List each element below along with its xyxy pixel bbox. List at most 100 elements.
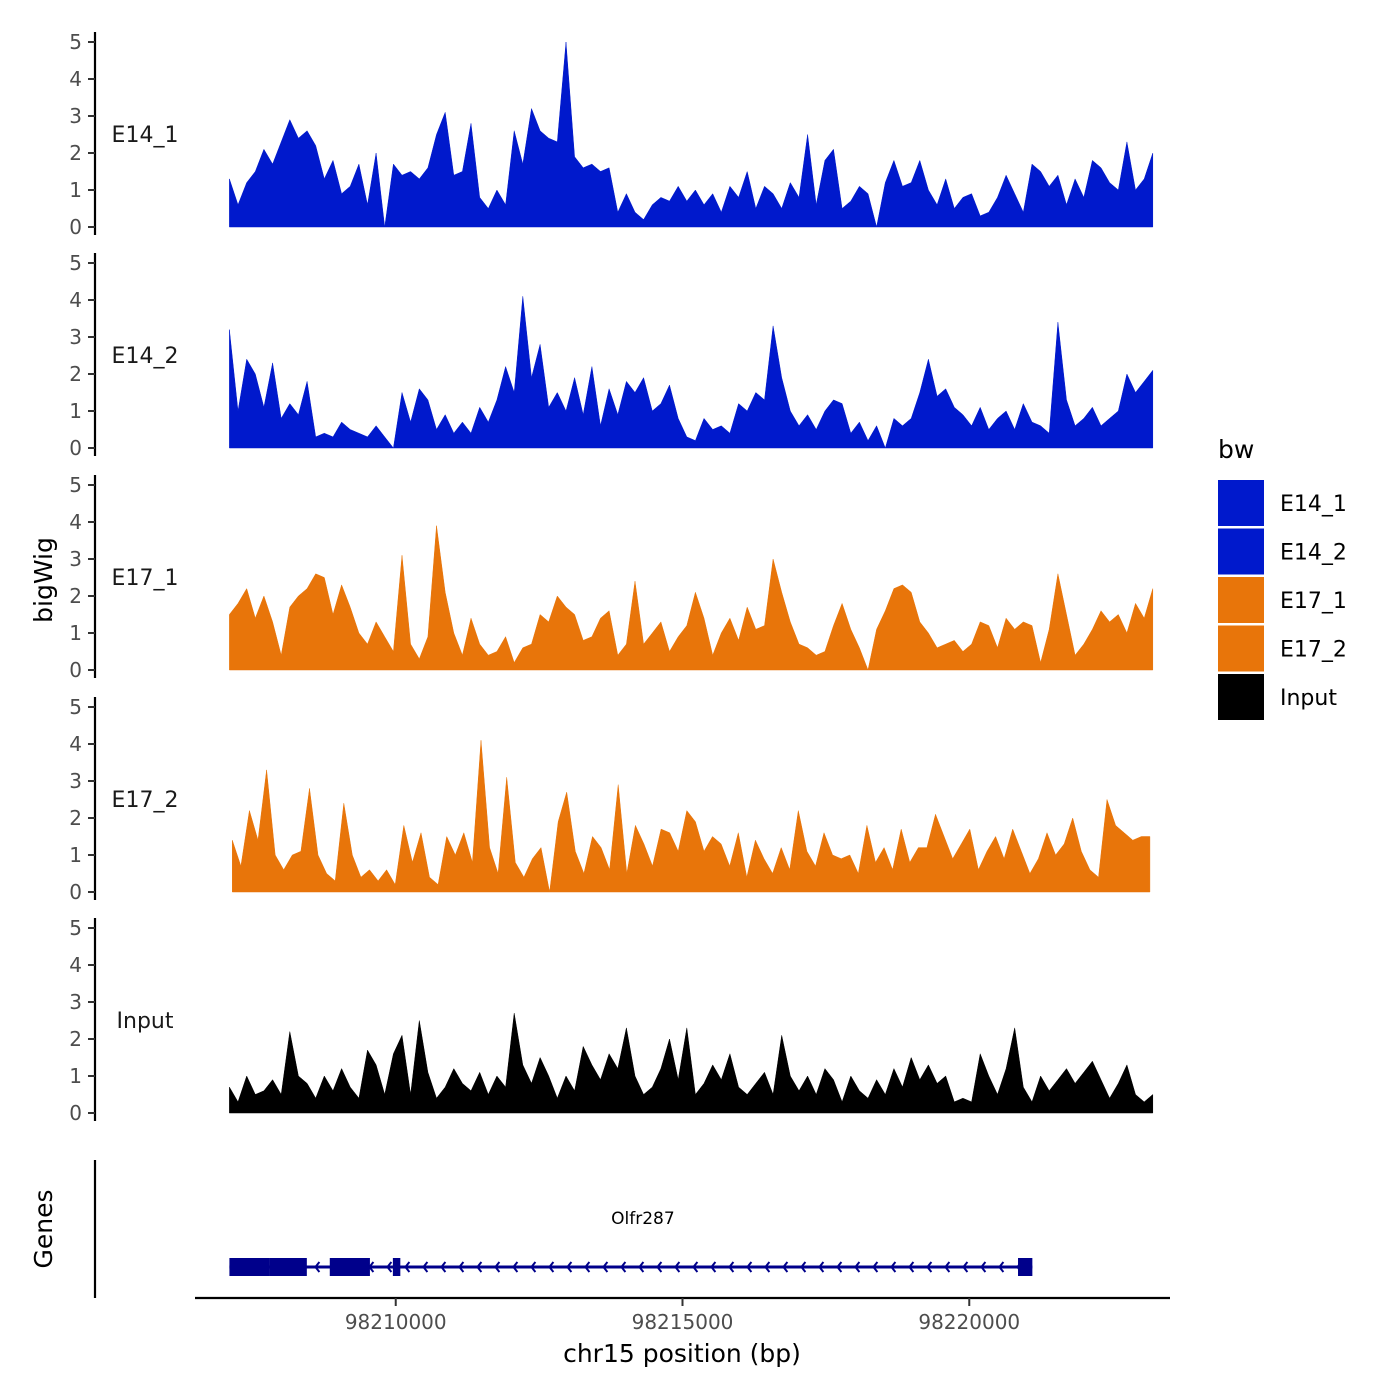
track-area <box>232 740 1151 893</box>
legend-entry: E17_1 <box>1218 577 1347 623</box>
track-panel-e17-2: 0 1 2 3 4 5 E17_2 <box>69 695 1151 904</box>
y-tick-label: 3 <box>69 990 82 1014</box>
y-tick-label: 3 <box>69 104 82 128</box>
genes-axis-title: Genes <box>29 1189 58 1268</box>
strand-arrow <box>692 1261 699 1273</box>
track-label: E14_2 <box>112 344 179 369</box>
strand-arrow <box>314 1261 321 1273</box>
legend-swatch <box>1218 577 1264 623</box>
track-area <box>229 41 1154 228</box>
x-ticks: 98210000 98215000 98220000 <box>345 1298 1020 1334</box>
y-tick-label: 0 <box>69 880 82 904</box>
gene-name-label: Olfr287 <box>611 1209 675 1229</box>
legend-entry: E14_2 <box>1218 528 1347 575</box>
track-panel-e14-1: 0 1 2 3 4 5 E14_1 <box>69 30 1154 239</box>
strand-arrow <box>980 1261 987 1273</box>
track-label: Input <box>117 1009 174 1034</box>
y-tick-label: 1 <box>69 843 82 867</box>
strand-arrow <box>836 1261 843 1273</box>
track-panel-e14-2: 0 1 2 3 4 5 E14_2 <box>69 251 1154 460</box>
strand-arrow <box>404 1261 411 1273</box>
y-tick-label: 5 <box>69 30 82 54</box>
track-label: E14_1 <box>112 123 179 148</box>
y-tick-label: 0 <box>69 658 82 682</box>
gene-exon <box>229 1258 270 1276</box>
strand-arrow <box>944 1261 951 1273</box>
strand-arrow <box>602 1261 609 1273</box>
strand-arrow <box>584 1261 591 1273</box>
y-tick-label: 1 <box>69 178 82 202</box>
strand-arrow <box>782 1261 789 1273</box>
y-tick-label: 4 <box>69 953 82 977</box>
strand-arrow <box>530 1261 537 1273</box>
y-tick-label: 5 <box>69 916 82 940</box>
strand-arrow <box>800 1261 807 1273</box>
y-tick-label: 3 <box>69 769 82 793</box>
strand-arrow <box>548 1261 555 1273</box>
gene-model: Olfr287 <box>229 1209 1033 1276</box>
strand-arrow <box>476 1261 483 1273</box>
y-tick-label: 0 <box>69 215 82 239</box>
strand-arrow <box>566 1261 573 1273</box>
legend-entries: E14_1 E14_2 E17_1 E17_2 Input <box>1218 480 1347 720</box>
strand-arrow <box>962 1261 969 1273</box>
y-tick-label: 4 <box>69 510 82 534</box>
y-tick-label: 3 <box>69 325 82 349</box>
strand-arrow <box>998 1261 1005 1273</box>
legend-entry: E17_2 <box>1218 625 1347 672</box>
legend-swatch <box>1218 625 1264 672</box>
track-panel-input: 0 1 2 3 4 5 Input <box>69 916 1154 1125</box>
track-label: E17_1 <box>112 566 179 591</box>
y-tick-label: 2 <box>69 584 82 608</box>
genes-panel: Genes Olfr287 <box>29 1160 1033 1298</box>
y-tick-label: 2 <box>69 141 82 165</box>
y-axis-title: bigWig <box>29 537 58 623</box>
gene-exon <box>1018 1258 1033 1276</box>
legend: bw E14_1 E14_2 E17_1 E17_2 Input <box>1218 435 1347 720</box>
legend-title: bw <box>1218 435 1254 464</box>
strand-arrow <box>440 1261 447 1273</box>
strand-arrow <box>458 1261 465 1273</box>
legend-label: E17_1 <box>1280 589 1347 614</box>
strand-arrow <box>386 1261 393 1273</box>
strand-arrow <box>512 1261 519 1273</box>
x-tick-label: 98210000 <box>345 1310 447 1334</box>
y-tick-label: 5 <box>69 695 82 719</box>
y-tick-label: 5 <box>69 251 82 275</box>
track-area <box>229 525 1154 671</box>
strand-arrow <box>908 1261 915 1273</box>
strand-arrow <box>890 1261 897 1273</box>
y-tick-label: 1 <box>69 1064 82 1088</box>
tracks-layer: 0 1 2 3 4 5 E14_1 0 1 2 3 4 5 E14_2 0 1 2 3 4 5 E17_1 0 1 2 3 4 5 E… <box>69 30 1154 1125</box>
x-tick-label: 98220000 <box>918 1310 1020 1334</box>
gene-exon <box>269 1258 307 1276</box>
y-tick-label: 2 <box>69 362 82 386</box>
gene-exon <box>392 1258 401 1276</box>
strand-arrow <box>926 1261 933 1273</box>
x-axis-title: chr15 position (bp) <box>563 1339 801 1368</box>
y-tick-label: 4 <box>69 732 82 756</box>
strand-arrow <box>656 1261 663 1273</box>
strand-arrow <box>764 1261 771 1273</box>
strand-arrow <box>620 1261 627 1273</box>
y-tick-label: 0 <box>69 1101 82 1125</box>
x-axis: 98210000 98215000 98220000 chr15 position … <box>195 1296 1170 1368</box>
track-area <box>229 1013 1154 1114</box>
strand-arrow <box>710 1261 717 1273</box>
legend-entry: E14_1 <box>1218 480 1347 526</box>
y-tick-label: 1 <box>69 399 82 423</box>
y-tick-label: 0 <box>69 436 82 460</box>
y-tick-label: 2 <box>69 806 82 830</box>
legend-swatch <box>1218 674 1264 720</box>
y-tick-label: 3 <box>69 547 82 571</box>
strand-arrow <box>494 1261 501 1273</box>
legend-label: E14_1 <box>1280 492 1347 517</box>
track-label: E17_2 <box>112 788 179 813</box>
track-panel-e17-1: 0 1 2 3 4 5 E17_1 <box>69 473 1154 682</box>
y-tick-label: 4 <box>69 67 82 91</box>
legend-swatch <box>1218 528 1264 575</box>
strand-arrow <box>854 1261 861 1273</box>
gene-exon <box>329 1258 370 1276</box>
strand-arrow <box>674 1261 681 1273</box>
